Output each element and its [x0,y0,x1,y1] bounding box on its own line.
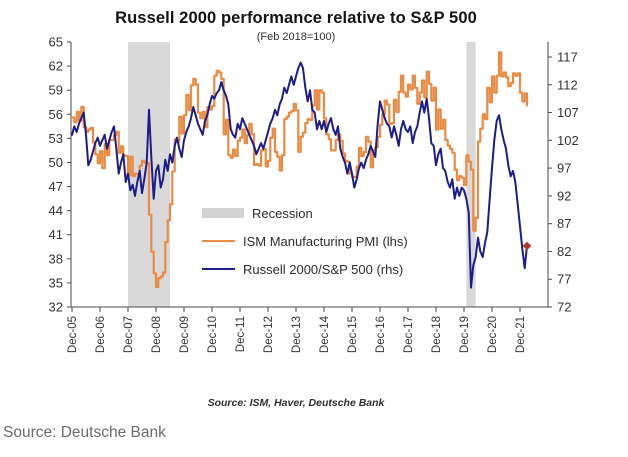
x-axis-label: Dec-05 [67,316,79,353]
left-axis-label: 47 [49,179,63,194]
x-axis-label: Dec-12 [263,316,275,353]
right-axis-label: 87 [557,216,571,231]
x-axis-label: Dec-07 [123,316,135,353]
left-axis-label: 50 [49,155,63,170]
x-axis-label: Dec-16 [375,316,387,353]
chart-title: Russell 2000 performance relative to S&P… [115,9,477,27]
russell-sp500-line [71,61,528,289]
x-axis-label: Dec-08 [151,316,163,353]
left-axis-label: 65 [49,35,63,50]
x-axis-label: Dec-13 [291,316,303,353]
left-axis-label: 56 [49,107,63,122]
right-axis-label: 107 [557,105,579,120]
right-axis-label: 72 [557,300,571,315]
x-axis-label: Dec-18 [431,316,443,353]
latest-point-marker [522,241,532,251]
chart-legend: Recession ISM Manufacturing PMI (lhs) Russ… [202,199,408,283]
right-axis-label: 77 [557,272,571,287]
right-axis-label: 112 [557,77,578,92]
legend-item-1: ISM Manufacturing PMI (lhs) [202,227,408,255]
x-axis-label: Dec-10 [207,316,219,353]
left-axis-label: 59 [49,83,63,98]
chart-footnote: Source: ISM, Haver, Deutsche Bank [207,397,385,409]
x-axis-label: Dec-21 [515,316,527,353]
x-axis-label: Dec-17 [403,316,415,353]
x-axis-label: Dec-11 [235,316,247,352]
legend-item-0: Recession [202,199,408,227]
x-axis-label: Dec-15 [347,316,359,353]
left-axis-label: 32 [49,300,63,315]
axis-frame [70,42,549,308]
right-axis-label: 92 [557,188,571,203]
legend-label: Russell 2000/S&P 500 (rhs) [243,261,404,277]
x-axis-label: Dec-19 [459,316,471,353]
ism-pmi-line [70,51,529,288]
legend-swatch [202,267,235,271]
legend-swatch [202,239,235,243]
left-axis-label: 35 [49,275,63,290]
left-axis-label: 38 [49,251,63,266]
source-caption: Source: Deutsche Bank [3,424,166,441]
legend-item-2: Russell 2000/S&P 500 (rhs) [202,255,408,283]
x-axis-label: Dec-14 [319,315,331,353]
recession-band [466,42,476,307]
legend-label: Recession [252,205,313,221]
legend-label: ISM Manufacturing PMI (lhs) [243,233,408,249]
right-axis-label: 97 [557,161,571,176]
legend-swatch [202,208,244,218]
left-axis-label: 41 [49,227,63,242]
chart-header: Russell 2000 performance relative to S&P… [0,9,592,43]
x-axis-label: Dec-06 [95,316,107,353]
right-axis-label: 82 [557,244,571,259]
left-axis-label: 62 [49,59,63,74]
x-axis-label: Dec-09 [179,316,191,353]
right-axis-label: 102 [557,133,579,148]
left-axis-label: 44 [49,203,63,218]
left-axis-label: 53 [49,131,63,146]
right-axis-label: 117 [557,50,578,65]
chart-subtitle: (Feb 2018=100) [256,31,336,43]
x-axis-label: Dec-20 [487,316,499,353]
